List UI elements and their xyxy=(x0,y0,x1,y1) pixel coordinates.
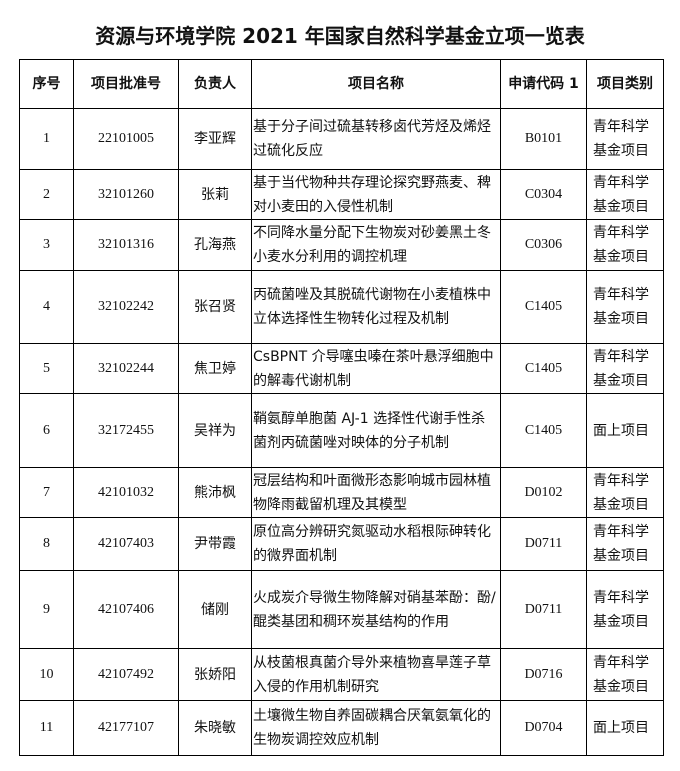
table-row: 9 42107406 储刚 火成炭介导微生物降解对硝基苯酚：酚/醌类基团和稠环炭基结构… xyxy=(19,570,664,649)
cell-no: 7 xyxy=(19,467,74,518)
cell-id: 42107492 xyxy=(73,648,179,701)
header-person: 负责人 xyxy=(178,59,252,109)
cell-name: 丙硫菌唑及其脱硫代谢物在小麦植株中立体选择性生物转化过程及机制 xyxy=(251,270,501,344)
table-row: 7 42101032 熊沛枫 冠层结构和叶面微形态影响城市园林植物降雨截留机理及其模型… xyxy=(19,467,664,518)
cell-person: 朱晓敏 xyxy=(178,700,252,756)
table-row: 2 32101260 张莉 基于当代物种共存理论探究野燕麦、稗对小麦田的入侵性机制 C0… xyxy=(19,169,664,220)
cell-name: 基于当代物种共存理论探究野燕麦、稗对小麦田的入侵性机制 xyxy=(251,169,501,220)
cell-id: 32172455 xyxy=(73,393,179,468)
cell-category: 面上项目 xyxy=(586,393,664,468)
cell-person: 张娇阳 xyxy=(178,648,252,701)
cell-id: 32101260 xyxy=(73,169,179,220)
cell-code: D0711 xyxy=(500,570,587,649)
cell-name: 原位高分辨研究氮驱动水稻根际砷转化的微界面机制 xyxy=(251,517,501,571)
cell-category: 青年科学基金项目 xyxy=(586,169,664,220)
cell-name: 鞘氨醇单胞菌 AJ-1 选择性代谢手性杀菌剂丙硫菌唑对映体的分子机制 xyxy=(251,393,501,468)
table-row: 4 32102242 张召贤 丙硫菌唑及其脱硫代谢物在小麦植株中立体选择性生物转化过程… xyxy=(19,270,664,344)
cell-category: 青年科学基金项目 xyxy=(586,343,664,394)
cell-no: 5 xyxy=(19,343,74,394)
cell-person: 孔海燕 xyxy=(178,219,252,271)
cell-code: C0306 xyxy=(500,219,587,271)
cell-id: 42177107 xyxy=(73,700,179,756)
cell-category: 青年科学基金项目 xyxy=(586,219,664,271)
table-row: 3 32101316 孔海燕 不同降水量分配下生物炭对砂姜黑土冬小麦水分利用的调控机理… xyxy=(19,219,664,271)
cell-category: 青年科学基金项目 xyxy=(586,270,664,344)
header-id: 项目批准号 xyxy=(73,59,179,109)
cell-category: 青年科学基金项目 xyxy=(586,108,664,170)
cell-name: CsBPNT 介导噻虫嗪在茶叶悬浮细胞中的解毒代谢机制 xyxy=(251,343,501,394)
table-row: 11 42177107 朱晓敏 土壤微生物自养固碳耦合厌氧氨氧化的生物炭调控效应机制 D… xyxy=(19,700,664,756)
cell-no: 2 xyxy=(19,169,74,220)
cell-id: 42107403 xyxy=(73,517,179,571)
cell-code: C1405 xyxy=(500,393,587,468)
cell-id: 22101005 xyxy=(73,108,179,170)
cell-no: 1 xyxy=(19,108,74,170)
cell-no: 4 xyxy=(19,270,74,344)
table-row: 6 32172455 吴祥为 鞘氨醇单胞菌 AJ-1 选择性代谢手性杀菌剂丙硫菌唑对映… xyxy=(19,393,664,468)
cell-person: 张召贤 xyxy=(178,270,252,344)
cell-no: 11 xyxy=(19,700,74,756)
table-row: 10 42107492 张娇阳 从枝菌根真菌介导外来植物喜旱莲子草入侵的作用机制研究 D… xyxy=(19,648,664,701)
table-row: 8 42107403 尹带霞 原位高分辨研究氮驱动水稻根际砷转化的微界面机制 D0711… xyxy=(19,517,664,571)
page-title: 资源与环境学院 2021 年国家自然科学基金立项一览表 xyxy=(95,24,585,48)
header-no: 序号 xyxy=(19,59,74,109)
cell-person: 熊沛枫 xyxy=(178,467,252,518)
cell-code: C0304 xyxy=(500,169,587,220)
cell-no: 9 xyxy=(19,570,74,649)
cell-code: B0101 xyxy=(500,108,587,170)
cell-code: C1405 xyxy=(500,270,587,344)
projects-table: 序号 项目批准号 负责人 项目名称 申请代码 1 项目类别 1 22101005 李… xyxy=(19,59,664,756)
cell-name: 不同降水量分配下生物炭对砂姜黑土冬小麦水分利用的调控机理 xyxy=(251,219,501,271)
cell-category: 青年科学基金项目 xyxy=(586,467,664,518)
cell-id: 42107406 xyxy=(73,570,179,649)
header-code: 申请代码 1 xyxy=(500,59,587,109)
header-name: 项目名称 xyxy=(251,59,501,109)
header-category: 项目类别 xyxy=(586,59,664,109)
cell-person: 尹带霞 xyxy=(178,517,252,571)
cell-category: 青年科学基金项目 xyxy=(586,570,664,649)
cell-code: D0716 xyxy=(500,648,587,701)
cell-category: 青年科学基金项目 xyxy=(586,517,664,571)
cell-person: 吴祥为 xyxy=(178,393,252,468)
cell-id: 32102244 xyxy=(73,343,179,394)
cell-person: 焦卫婷 xyxy=(178,343,252,394)
cell-person: 李亚辉 xyxy=(178,108,252,170)
cell-name: 冠层结构和叶面微形态影响城市园林植物降雨截留机理及其模型 xyxy=(251,467,501,518)
cell-code: D0704 xyxy=(500,700,587,756)
cell-no: 3 xyxy=(19,219,74,271)
cell-name: 火成炭介导微生物降解对硝基苯酚：酚/醌类基团和稠环炭基结构的作用 xyxy=(251,570,501,649)
cell-no: 10 xyxy=(19,648,74,701)
table-row: 1 22101005 李亚辉 基于分子间过硫基转移卤代芳烃及烯烃过硫化反应 B0101 青… xyxy=(19,108,664,170)
cell-code: D0711 xyxy=(500,517,587,571)
header-row: 序号 项目批准号 负责人 项目名称 申请代码 1 项目类别 xyxy=(19,59,664,109)
cell-code: C1405 xyxy=(500,343,587,394)
cell-person: 张莉 xyxy=(178,169,252,220)
cell-id: 32101316 xyxy=(73,219,179,271)
cell-id: 42101032 xyxy=(73,467,179,518)
cell-person: 储刚 xyxy=(178,570,252,649)
cell-name: 土壤微生物自养固碳耦合厌氧氨氧化的生物炭调控效应机制 xyxy=(251,700,501,756)
cell-code: D0102 xyxy=(500,467,587,518)
cell-no: 8 xyxy=(19,517,74,571)
cell-category: 青年科学基金项目 xyxy=(586,648,664,701)
cell-id: 32102242 xyxy=(73,270,179,344)
cell-name: 从枝菌根真菌介导外来植物喜旱莲子草入侵的作用机制研究 xyxy=(251,648,501,701)
cell-category: 面上项目 xyxy=(586,700,664,756)
table-row: 5 32102244 焦卫婷 CsBPNT 介导噻虫嗪在茶叶悬浮细胞中的解毒代谢机制 C… xyxy=(19,343,664,394)
cell-no: 6 xyxy=(19,393,74,468)
cell-name: 基于分子间过硫基转移卤代芳烃及烯烃过硫化反应 xyxy=(251,108,501,170)
